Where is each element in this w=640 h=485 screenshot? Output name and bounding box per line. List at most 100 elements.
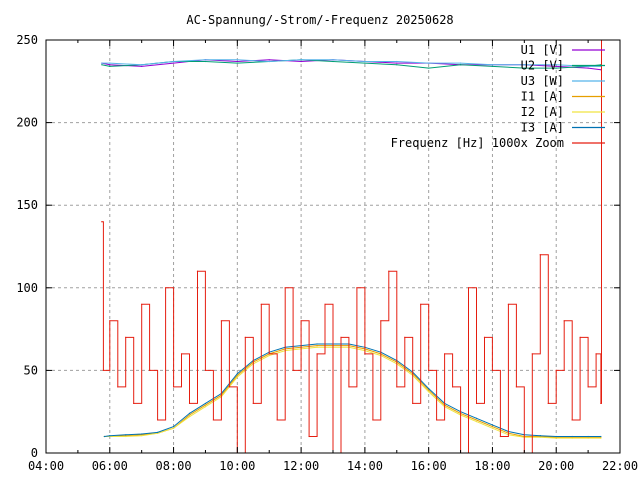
data-point (491, 424, 494, 426)
data-point (292, 369, 294, 371)
data-point (491, 369, 494, 371)
legend-label: Frequenz [Hz] 1000x Zoom (391, 136, 564, 150)
data-point (204, 406, 207, 408)
data-point (284, 287, 286, 289)
data-point (149, 369, 151, 371)
data-point (236, 59, 238, 61)
legend-label: I2 [A] (521, 105, 564, 119)
data-point (475, 421, 478, 423)
data-point (483, 336, 486, 338)
data-point (332, 59, 334, 61)
data-point (531, 353, 533, 355)
data-point (180, 353, 183, 355)
data-point (491, 64, 494, 66)
data-point (475, 402, 478, 405)
series-line-4 (104, 346, 601, 439)
data-point (444, 353, 446, 355)
data-point (523, 67, 525, 69)
data-point (364, 353, 366, 355)
data-point (172, 386, 175, 388)
data-point (109, 320, 111, 322)
data-point (109, 62, 111, 64)
data-point (316, 343, 318, 345)
x-tick-label: 22:00 (602, 459, 638, 473)
data-point (571, 435, 573, 438)
data-point (252, 402, 254, 405)
legend-label: I1 [A] (521, 90, 564, 104)
chart-title: AC-Spannung/-Strom/-Frequenz 20250628 (186, 13, 453, 27)
data-point (164, 287, 167, 289)
data-point (141, 433, 143, 435)
data-point (141, 434, 143, 436)
data-point (563, 320, 565, 322)
x-tick-label: 20:00 (538, 459, 574, 473)
x-tick-label: 04:00 (28, 459, 64, 473)
data-point (420, 303, 422, 305)
data-point (141, 65, 143, 68)
data-point (236, 62, 238, 64)
data-point (600, 402, 602, 405)
data-point (364, 62, 366, 64)
data-point (102, 369, 104, 371)
data-point (491, 427, 494, 429)
data-point (220, 320, 222, 322)
data-point (117, 386, 119, 388)
data-point (555, 437, 557, 439)
data-point (212, 419, 215, 421)
data-point (467, 287, 470, 289)
data-point (428, 369, 430, 371)
data-point (244, 336, 246, 338)
data-point (523, 64, 525, 66)
data-point (372, 419, 374, 421)
data-point (507, 303, 509, 305)
data-point (103, 435, 105, 438)
data-point (475, 417, 478, 419)
data-point (268, 354, 270, 357)
y-tick-label: 0 (31, 446, 38, 460)
data-point (188, 416, 191, 418)
y-tick-label: 200 (16, 116, 38, 130)
data-point (204, 404, 207, 406)
data-point (188, 412, 191, 414)
data-point (324, 303, 326, 305)
data-point (196, 270, 199, 272)
data-point (332, 60, 334, 63)
data-point (204, 60, 207, 63)
data-point (204, 369, 207, 371)
data-point (300, 59, 302, 61)
data-point (459, 64, 462, 66)
data-point (459, 62, 462, 64)
data-point (101, 64, 103, 66)
data-point (396, 60, 398, 63)
legend-label: U3 [W] (521, 74, 564, 88)
data-point (125, 435, 127, 438)
data-point (204, 402, 207, 405)
data-point (133, 402, 135, 405)
data-point (571, 437, 573, 439)
data-point (308, 435, 310, 438)
data-point (157, 431, 159, 433)
data-point (587, 65, 589, 68)
data-point (380, 320, 382, 322)
legend-label: U1 [V] (521, 43, 564, 57)
y-tick-label: 50 (24, 363, 38, 377)
data-point (188, 402, 191, 405)
data-point (172, 62, 175, 64)
data-point (356, 287, 358, 289)
data-point (491, 425, 494, 428)
data-point (547, 402, 549, 405)
data-point (396, 386, 398, 388)
data-point (300, 60, 302, 63)
data-point (555, 369, 557, 371)
data-point (348, 386, 350, 388)
data-point (101, 221, 103, 223)
data-point (268, 353, 270, 355)
data-point (204, 59, 207, 61)
data-point (125, 336, 127, 338)
data-point (428, 391, 430, 393)
data-point (587, 67, 589, 69)
data-point (451, 386, 454, 388)
y-tick-label: 100 (16, 281, 38, 295)
